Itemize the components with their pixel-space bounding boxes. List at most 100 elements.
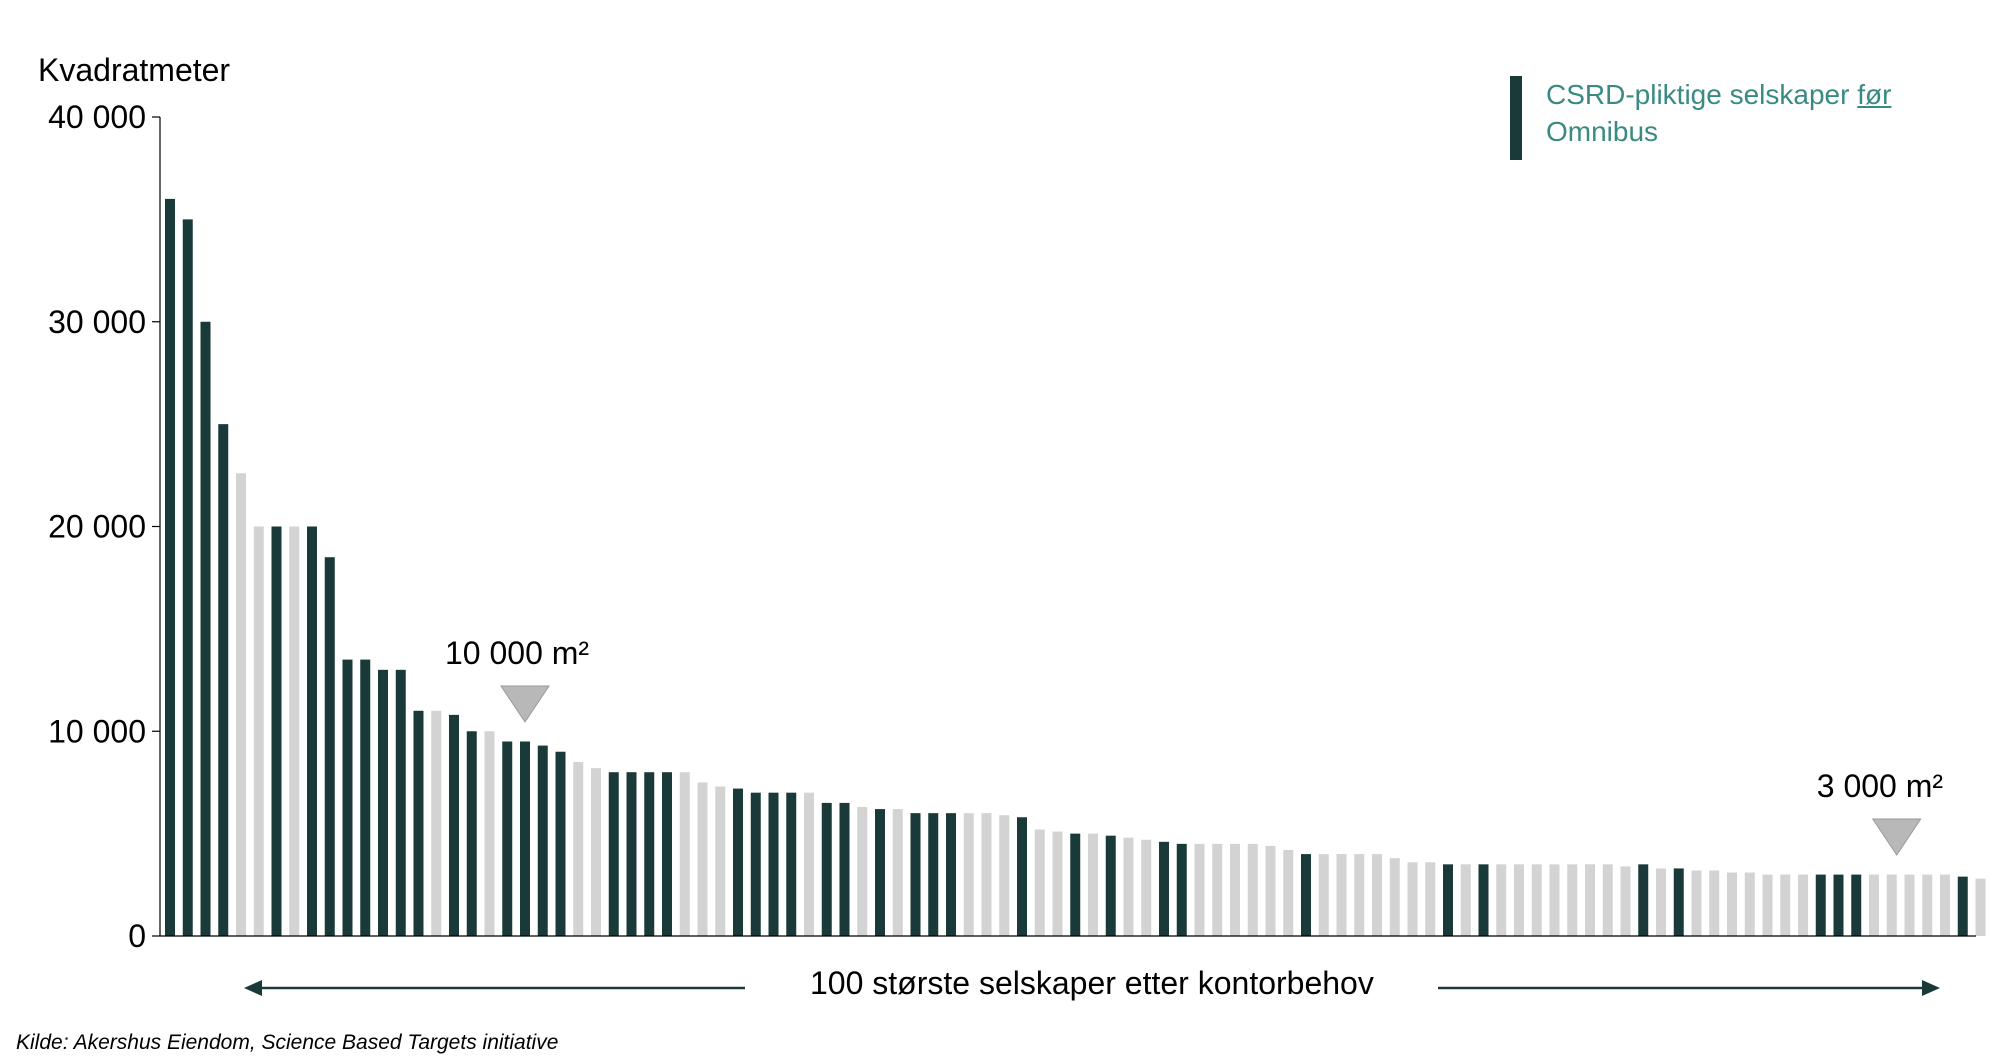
x-axis-caption: 100 største selskaper etter kontorbehov: [790, 965, 1394, 1002]
bar: [537, 745, 548, 936]
bar: [626, 772, 637, 936]
bar: [786, 792, 797, 936]
y-tick-label: 30 000: [48, 304, 146, 340]
legend-label-prefix: CSRD-pliktige selskaper: [1546, 79, 1858, 110]
bar: [165, 198, 175, 936]
bar: [360, 659, 371, 936]
bar: [1638, 864, 1649, 936]
bar: [1602, 864, 1613, 936]
source-note: Kilde: Akershus Eiendom, Science Based T…: [16, 1031, 559, 1054]
bar: [466, 731, 477, 936]
bar: [1017, 817, 1027, 936]
bar: [821, 802, 832, 936]
bar: [1088, 833, 1098, 937]
bar: [875, 809, 885, 936]
bar: [342, 659, 353, 936]
bar: [963, 813, 974, 936]
bar: [1673, 868, 1684, 936]
legend: CSRD-pliktige selskaper før Omnibus: [1510, 76, 1926, 160]
bar: [1425, 862, 1436, 936]
legend-swatch: [1510, 76, 1522, 160]
y-tick-label: 40 000: [48, 99, 146, 135]
bar: [1886, 874, 1897, 936]
bar: [271, 526, 282, 936]
bar: [1372, 854, 1382, 936]
x-caption-arrows: [244, 980, 1940, 996]
bar: [1620, 866, 1631, 936]
bar: [182, 219, 193, 937]
legend-label-suffix: Omnibus: [1546, 116, 1659, 147]
bar: [1176, 843, 1187, 936]
y-axis-label: Kvadratmeter: [38, 52, 231, 88]
bar: [1247, 843, 1258, 936]
bar: [1957, 876, 1968, 936]
bar: [1230, 843, 1240, 936]
bar: [1478, 864, 1489, 936]
bar: [1833, 874, 1844, 936]
bar: [1691, 870, 1702, 936]
bar: [910, 813, 921, 936]
right-arrow-head: [1922, 980, 1940, 996]
bar: [449, 714, 459, 936]
bar: [644, 772, 655, 936]
bar: [608, 772, 619, 936]
bar: [1354, 854, 1365, 936]
y-tick-label: 10 000: [48, 713, 146, 749]
bar: [324, 557, 335, 936]
bar: [1762, 874, 1773, 936]
bar: [1940, 874, 1950, 936]
bar: [1034, 829, 1045, 936]
bar: [1301, 854, 1311, 936]
bar: [804, 792, 814, 936]
bar: [1407, 862, 1418, 936]
bar: [502, 741, 513, 936]
bar: [1283, 850, 1294, 936]
axes-group: 0 10 000 20 000 30 000 40 000: [48, 99, 1976, 954]
bar: [1070, 833, 1081, 937]
y-tick-label: 0: [128, 918, 146, 954]
bar: [1336, 854, 1347, 936]
annotation-10000: 10 000 m²: [445, 635, 590, 671]
bar: [431, 710, 442, 936]
bar: [1443, 864, 1453, 936]
bar: [1318, 854, 1329, 936]
bar: [1904, 874, 1915, 936]
bar: [1922, 874, 1933, 936]
bar: [999, 815, 1010, 936]
bar: [520, 741, 530, 936]
bar: [715, 786, 726, 936]
bar: [573, 761, 584, 936]
bar: [1141, 839, 1152, 936]
bars-group: [165, 198, 1986, 937]
bar: [591, 768, 601, 936]
left-arrow-head: [244, 980, 262, 996]
bar: [1531, 864, 1542, 936]
bar: [1585, 864, 1595, 936]
bar: [1194, 843, 1205, 936]
bar: [892, 809, 903, 936]
bar: [697, 782, 708, 936]
bar: [378, 669, 388, 936]
bar: [768, 792, 779, 936]
bar: [946, 813, 956, 936]
bar: [857, 807, 868, 936]
bar: [1389, 858, 1400, 936]
markers-group: [500, 685, 1922, 856]
bar: [253, 526, 264, 936]
bar: [289, 526, 300, 936]
y-tick-label: 20 000: [48, 509, 146, 545]
bar: [750, 792, 761, 936]
bar: [1798, 874, 1808, 936]
bar: [1727, 872, 1737, 936]
bar: [555, 751, 566, 936]
legend-label-underlined: før: [1857, 79, 1892, 110]
bar: [1460, 864, 1471, 936]
bar: [307, 526, 317, 936]
bar: [218, 424, 229, 937]
legend-label: CSRD-pliktige selskaper før Omnibus: [1546, 76, 1926, 150]
bar: [928, 813, 939, 936]
bar: [1851, 874, 1862, 936]
bar: [413, 710, 424, 936]
bar: [1869, 874, 1879, 936]
bar: [1105, 835, 1116, 936]
